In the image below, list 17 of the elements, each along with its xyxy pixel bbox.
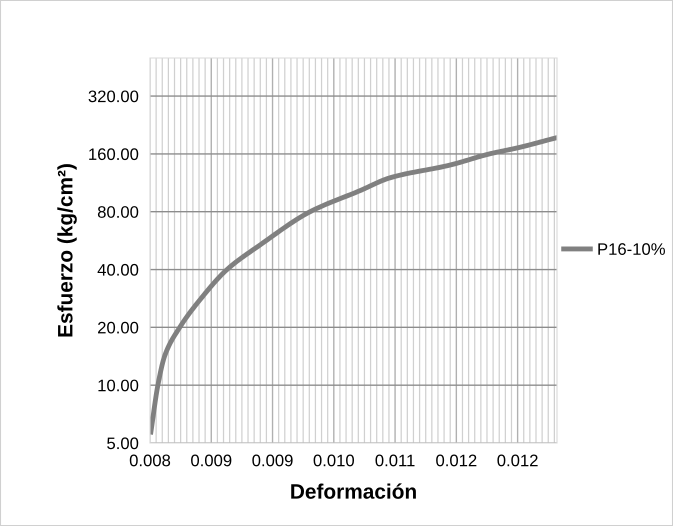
x-tick-label: 0.009 xyxy=(191,454,232,466)
y-tick-label: 5.00 xyxy=(107,437,138,450)
y-tick-label: 20.00 xyxy=(98,322,138,334)
x-tick-label: 0.010 xyxy=(314,454,354,466)
x-tick-label: 0.011 xyxy=(375,454,415,466)
x-tick-label: 0.012 xyxy=(436,454,476,466)
x-tick-label: 0.012 xyxy=(497,454,538,466)
y-tick-label: 10.00 xyxy=(98,380,138,392)
y-tick-label: 320.00 xyxy=(88,90,138,102)
x-tick-label: 0.008 xyxy=(130,454,170,466)
x-axis-title: Deformación xyxy=(291,483,416,499)
legend-label: P16-10% xyxy=(598,243,665,255)
x-tick-label: 0.009 xyxy=(252,454,293,466)
y-axis-title: Esfuerzo (kg/cm²) xyxy=(57,164,77,336)
y-tick-label: 160.00 xyxy=(89,148,138,160)
y-tick-label: 80.00 xyxy=(98,206,138,218)
y-tick-label: 40.00 xyxy=(98,264,138,276)
